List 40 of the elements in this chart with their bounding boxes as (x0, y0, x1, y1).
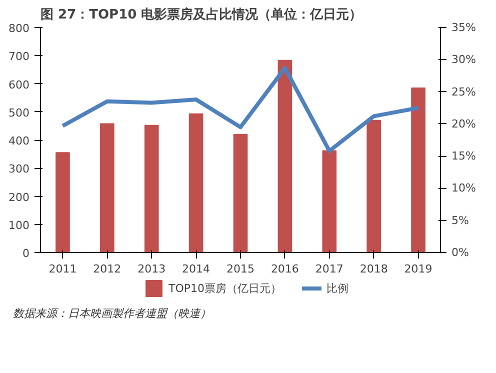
y2-tick-label: 15% (452, 150, 476, 163)
bar (56, 152, 70, 252)
y-tick-label: 200 (8, 190, 30, 204)
y2-tick-label: 10% (452, 182, 476, 195)
y2-tick-label: 0% (452, 246, 469, 259)
y2-tick-label: 5% (452, 214, 469, 227)
x-tick-label: 2017 (315, 262, 344, 276)
y-tick-label: 500 (8, 106, 30, 120)
x-tick-label: 2011 (48, 262, 77, 276)
x-tick-label: 2012 (93, 262, 122, 276)
bar (322, 150, 337, 252)
bar (144, 124, 159, 252)
x-tick-label: 2014 (182, 262, 210, 276)
y2-tick-label: 20% (452, 117, 476, 130)
source-note: 数据来源：日本映画製作者連盟（映連） (13, 306, 211, 322)
line-series (60, 66, 420, 153)
x-tick-label: 2015 (226, 262, 255, 276)
y-tick-label: 800 (8, 22, 30, 35)
y2-tick-label: 35% (452, 21, 476, 34)
y-tick-label: 100 (8, 218, 30, 232)
bar (411, 87, 426, 252)
y2-tick-label: 25% (452, 85, 476, 98)
legend-label: 比例 (326, 280, 349, 296)
x-tick-label: 2013 (138, 262, 166, 276)
bar (100, 123, 114, 252)
bar (233, 134, 248, 252)
chart-title: 图 27：TOP10 电影票房及占比情况（单位：亿日元） (40, 6, 362, 22)
bar (188, 113, 204, 252)
x-tick-label: 2018 (360, 262, 388, 276)
y2-tick-label: 30% (452, 53, 476, 66)
y-tick-label: 700 (8, 50, 30, 64)
bar (366, 120, 381, 252)
y-tick-label: 300 (8, 162, 30, 176)
bar (278, 60, 292, 252)
y-tick-label: 0 (22, 247, 30, 260)
y-tick-label: 400 (8, 134, 30, 148)
y-tick-label: 600 (8, 78, 30, 92)
x-tick-label: 2016 (270, 262, 299, 276)
x-tick-label: 2019 (404, 262, 432, 276)
legend-label: TOP10票房（亿日元） (168, 280, 282, 296)
